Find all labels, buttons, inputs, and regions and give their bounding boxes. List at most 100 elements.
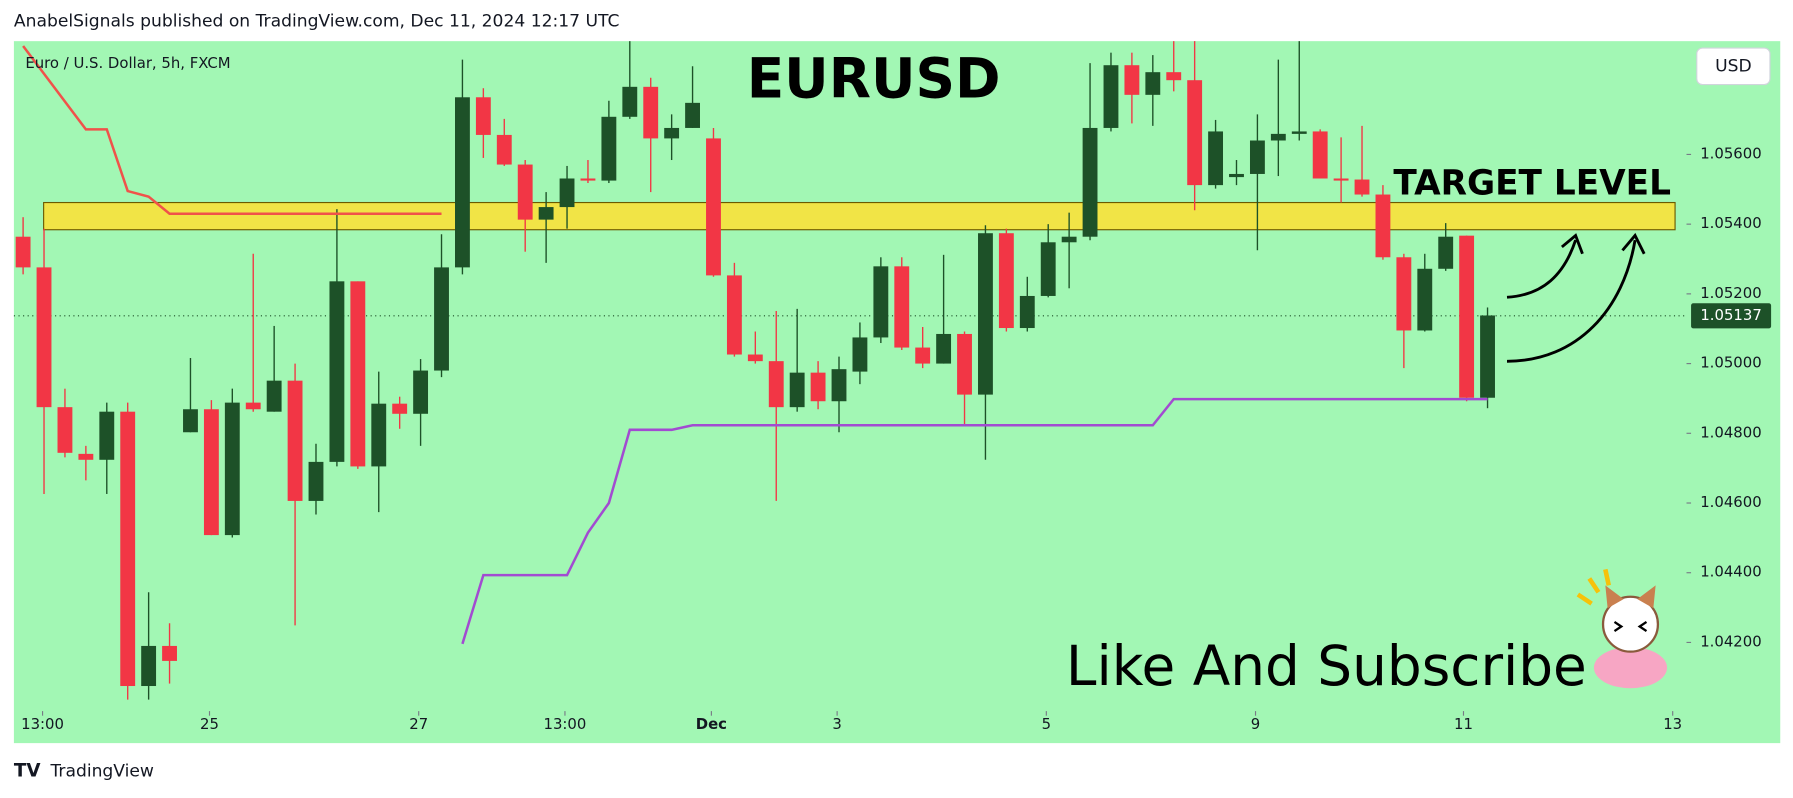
x-tick-label: 3 (832, 715, 841, 733)
x-tick-label: 25 (200, 715, 219, 733)
candle-body (810, 372, 826, 402)
candle-body (1291, 131, 1307, 134)
candle-body (538, 207, 554, 220)
candle-body (936, 333, 952, 364)
candle-body (1229, 173, 1244, 178)
candle-body (831, 369, 847, 402)
candle-body (643, 86, 659, 139)
x-tick-label: 13:00 (544, 715, 587, 733)
candle-body (1145, 72, 1161, 95)
candle-body (120, 411, 136, 687)
x-tick-label: 27 (409, 715, 428, 733)
candle-body (957, 333, 972, 395)
symbol-description: Euro / U.S. Dollar, 5h, FXCM (25, 54, 230, 72)
indicator-line (461, 397, 1488, 645)
candle-body (580, 178, 596, 181)
candle-body (1019, 295, 1035, 329)
arrow-head (1621, 232, 1646, 255)
candle-body (768, 361, 784, 408)
candle-body (57, 407, 73, 453)
candle-body (15, 236, 31, 268)
cat-sticker (1576, 568, 1668, 689)
candle-body (371, 403, 387, 467)
x-tick-label: 5 (1042, 715, 1051, 733)
indicator-line (22, 45, 442, 215)
target-zone (43, 201, 1676, 231)
candle-body (266, 380, 282, 412)
x-tick-label: 13 (1663, 715, 1682, 733)
arrow-head (1560, 233, 1584, 255)
candle-body (308, 461, 324, 501)
candle-body (224, 402, 240, 536)
candle-body (601, 116, 617, 181)
currency-button[interactable] (1696, 47, 1771, 86)
chart-title: EURUSD (747, 46, 1001, 110)
candle-body (1312, 131, 1328, 179)
x-tick-label: 11 (1454, 715, 1473, 733)
candle-body (1354, 179, 1370, 195)
candle-body (203, 409, 219, 536)
last-price-label: 1.05137 (1700, 306, 1761, 324)
candle-body (1166, 72, 1182, 81)
candle-body (852, 337, 868, 372)
candle-body (1208, 131, 1224, 186)
annotation: Like And Subscribe (1066, 634, 1587, 698)
candle-body (455, 97, 470, 268)
x-tick-label: 13:00 (21, 715, 64, 733)
candle-body (664, 127, 680, 139)
candle-body (496, 134, 512, 165)
candle-body (873, 266, 889, 338)
y-tick-label: 1.05200 (1700, 284, 1761, 302)
candle-body (1040, 242, 1056, 296)
y-tick-label: 1.04200 (1700, 632, 1761, 650)
candle-body (392, 403, 408, 414)
candle-body (1103, 65, 1119, 128)
last-price-box (1691, 303, 1772, 329)
x-tick-label: Dec (696, 715, 727, 733)
candle-body (350, 281, 366, 467)
plot-area (13, 41, 1692, 716)
candle-body (915, 347, 931, 364)
candle-body (1480, 315, 1495, 398)
candle-body (99, 411, 115, 460)
candle-body (1187, 80, 1203, 186)
zone-label: TARGET LEVEL (1393, 164, 1671, 204)
candle-body (287, 380, 303, 501)
candle-body (1249, 140, 1265, 174)
candle-body (1333, 178, 1349, 181)
candle-body (685, 102, 700, 128)
publish-header: AnabelSignals published on TradingView.c… (14, 12, 620, 32)
candle-body (894, 266, 910, 348)
candle-body (706, 138, 721, 276)
x-tick-label: 9 (1251, 715, 1260, 733)
candle-body (141, 645, 157, 687)
y-tick-label: 1.05000 (1700, 354, 1761, 372)
candle-body (998, 233, 1014, 329)
candle-body (1124, 65, 1140, 95)
candle-body (978, 233, 993, 395)
y-tick-label: 1.04400 (1700, 563, 1761, 581)
candle-body (245, 402, 261, 410)
candle-body (36, 267, 52, 408)
candle-body (78, 453, 94, 460)
candle-body (434, 267, 449, 371)
candle-body (1375, 194, 1391, 258)
candle-body (413, 370, 429, 414)
y-tick-label: 1.04600 (1700, 493, 1761, 511)
candle-body (559, 178, 575, 208)
candle-body (329, 281, 345, 462)
logo-mark: TV (14, 761, 41, 782)
footer-brand: TradingView (49, 762, 153, 782)
candle-body (162, 645, 177, 661)
y-tick-label: 1.05400 (1700, 214, 1761, 232)
candle-body (1061, 236, 1077, 243)
candle-body (726, 275, 742, 355)
candle-body (1438, 236, 1454, 269)
arrow (1506, 239, 1577, 299)
currency-label[interactable]: USD (1715, 56, 1752, 76)
candle-body (789, 372, 805, 408)
y-tick-label: 1.04800 (1700, 423, 1761, 441)
candle-body (1396, 257, 1412, 331)
